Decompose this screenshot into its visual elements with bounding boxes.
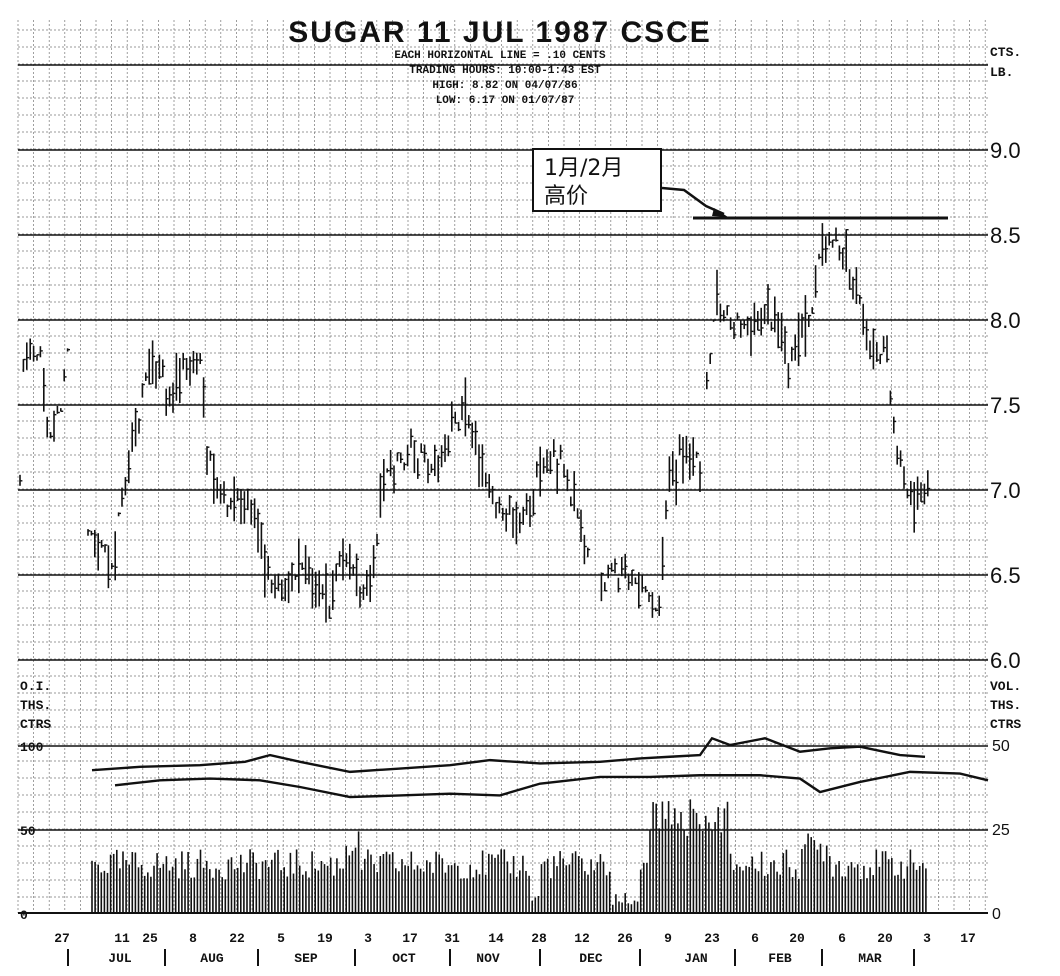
annotation-text-line-2: 高价 [544,184,588,209]
x-month-label: DEC [579,951,603,966]
price-tick-label: 9.0 [990,138,1021,163]
vol-tick-0: 0 [992,906,1001,923]
x-day-label: 20 [789,931,805,946]
subtitle-line-4: LOW: 6.17 ON 01/07/87 [436,95,575,107]
subtitle-line-1: EACH HORIZONTAL LINE = .10 CENTS [394,50,606,62]
x-day-label: 27 [54,931,70,946]
x-day-label: 31 [444,931,460,946]
x-day-label: 12 [574,931,590,946]
x-axis-month-separators [67,949,915,966]
x-axis-day-labels: 27 11 25 8 22 5 19 3 17 31 14 28 12 26 9 23 6 20 6 20 3 17 [54,931,976,946]
x-day-label: 20 [877,931,893,946]
x-day-label: 25 [142,931,158,946]
oi-tick-0: 0 [20,908,28,923]
price-tick-label: 7.5 [990,393,1021,418]
vol-tick-50: 50 [992,738,1010,755]
price-tick-label: 8.0 [990,308,1021,333]
x-day-label: 17 [402,931,418,946]
x-month-label: AUG [200,951,224,966]
vol-label-2: THS. [990,698,1021,713]
price-unit-label-2: LB. [990,65,1013,80]
x-month-label: FEB [768,951,792,966]
price-tick-label: 6.0 [990,648,1021,673]
x-day-label: 3 [364,931,372,946]
x-day-label: 23 [704,931,720,946]
price-tick-label: 7.0 [990,478,1021,503]
vol-label-3: CTRS [990,717,1021,732]
x-day-label: 26 [617,931,633,946]
x-day-label: 6 [838,931,846,946]
oi-tick-100: 100 [20,740,44,755]
chart-title: SUGAR 11 JUL 1987 CSCE [288,16,712,49]
oi-tick-50: 50 [20,824,36,839]
annotation-text-line-1: 1月/2月 [544,156,623,181]
x-month-label: JUL [108,951,132,966]
x-day-label: 5 [277,931,285,946]
subtitle-line-3: HIGH: 8.82 ON 04/07/86 [432,80,577,92]
x-day-label: 6 [751,931,759,946]
x-day-label: 22 [229,931,245,946]
vol-tick-25: 25 [992,822,1010,839]
price-tick-labels: 6.0 6.5 7.0 7.5 8.0 8.5 9.0 [990,138,1021,673]
price-tick-label: 8.5 [990,223,1021,248]
x-month-label: NOV [476,951,500,966]
x-day-label: 3 [923,931,931,946]
volume-bars [91,799,927,913]
oi-label-1: O.I. [20,679,51,694]
price-level-lines [18,64,988,914]
x-month-label: SEP [294,951,318,966]
x-month-label: OCT [392,951,416,966]
oi-label-3: CTRS [20,717,51,732]
annotation-arrowhead [712,208,728,217]
x-day-label: 19 [317,931,333,946]
x-day-label: 8 [189,931,197,946]
open-interest-line-lower [114,770,989,799]
oi-label-2: THS. [20,698,51,713]
x-axis-month-labels: JUL AUG SEP OCT NOV DEC JAN FEB MAR [108,951,882,966]
x-day-label: 17 [960,931,976,946]
annotation-box [532,148,662,212]
x-month-label: JAN [684,951,707,966]
open-interest-lines [91,736,989,799]
vol-label-1: VOL. [990,679,1021,694]
price-unit-label-1: CTS. [990,45,1021,60]
high-annotation: 1月/2月 高价 [532,148,948,220]
x-day-label: 9 [664,931,672,946]
price-tick-label: 6.5 [990,563,1021,588]
price-bars [19,223,931,623]
x-day-label: 14 [488,931,504,946]
x-month-label: MAR [858,951,882,966]
x-day-label: 11 [114,931,130,946]
x-day-label: 28 [531,931,547,946]
open-interest-line-upper [91,736,926,774]
subtitle-line-2: TRADING HOURS: 10:00-1:43 EST [409,65,601,77]
